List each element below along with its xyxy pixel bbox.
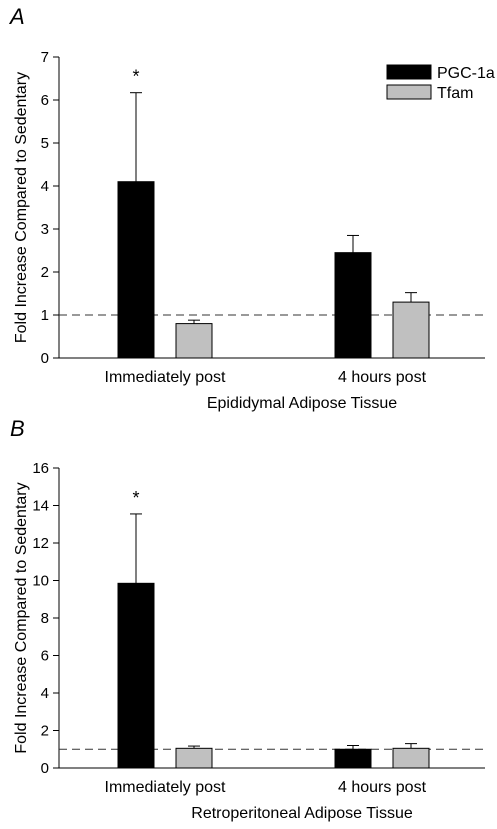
significance-mark: *	[132, 67, 139, 87]
legend-label: PGC-1a	[437, 65, 495, 82]
legend-label: Tfam	[437, 85, 473, 102]
y-tick-label: 2	[41, 723, 49, 740]
y-tick-label: 6	[41, 648, 49, 665]
y-tick-label: 4	[41, 178, 49, 195]
y-tick-label: 4	[41, 685, 49, 702]
x-axis-title: Epididymal Adipose Tissue	[207, 395, 397, 412]
bar-pgc1a	[117, 181, 155, 359]
x-tick-label: Immediately post	[105, 369, 226, 386]
x-tick-label: 4 hours post	[338, 369, 427, 386]
legend-swatch	[386, 84, 432, 100]
panel-letter: A	[8, 4, 25, 29]
y-tick-label: 2	[41, 264, 49, 281]
bar-tfam	[392, 301, 430, 359]
y-axis-title: Fold Increase Compared to Sedentary	[13, 72, 30, 343]
legend-swatch	[386, 64, 432, 80]
y-tick-label: 0	[41, 760, 49, 777]
y-tick-label: 14	[32, 498, 49, 515]
y-axis-title: Fold Increase Compared to Sedentary	[13, 482, 30, 753]
y-tick-label: 8	[41, 610, 49, 627]
significance-mark: *	[132, 488, 139, 508]
y-tick-label: 16	[32, 460, 49, 477]
legend: PGC-1a Tfam	[386, 64, 495, 102]
bar-pgc1a	[117, 582, 155, 769]
y-tick-label: 6	[41, 92, 49, 109]
bar-tfam	[392, 747, 430, 769]
x-tick-label: 4 hours post	[338, 779, 427, 796]
bar-pgc1a	[334, 748, 372, 769]
y-tick-label: 5	[41, 135, 49, 152]
bar-pgc1a	[334, 252, 372, 359]
y-tick-label: 12	[32, 535, 49, 552]
y-tick-label: 1	[41, 307, 49, 324]
y-tick-label: 0	[41, 350, 49, 367]
chart-panel-a: A 0 1 2 3 4 5 6 7 Fold Increase Compared to Seden…	[8, 4, 495, 412]
x-axis-title: Retroperitoneal Adipose Tissue	[191, 805, 413, 822]
bar-tfam	[175, 323, 213, 359]
bar-tfam	[175, 747, 213, 769]
y-tick-label: 10	[32, 573, 49, 590]
y-tick-label: 3	[41, 221, 49, 238]
y-tick-label: 7	[41, 49, 49, 66]
x-tick-label: Immediately post	[105, 779, 226, 796]
panel-letter: B	[10, 416, 25, 441]
